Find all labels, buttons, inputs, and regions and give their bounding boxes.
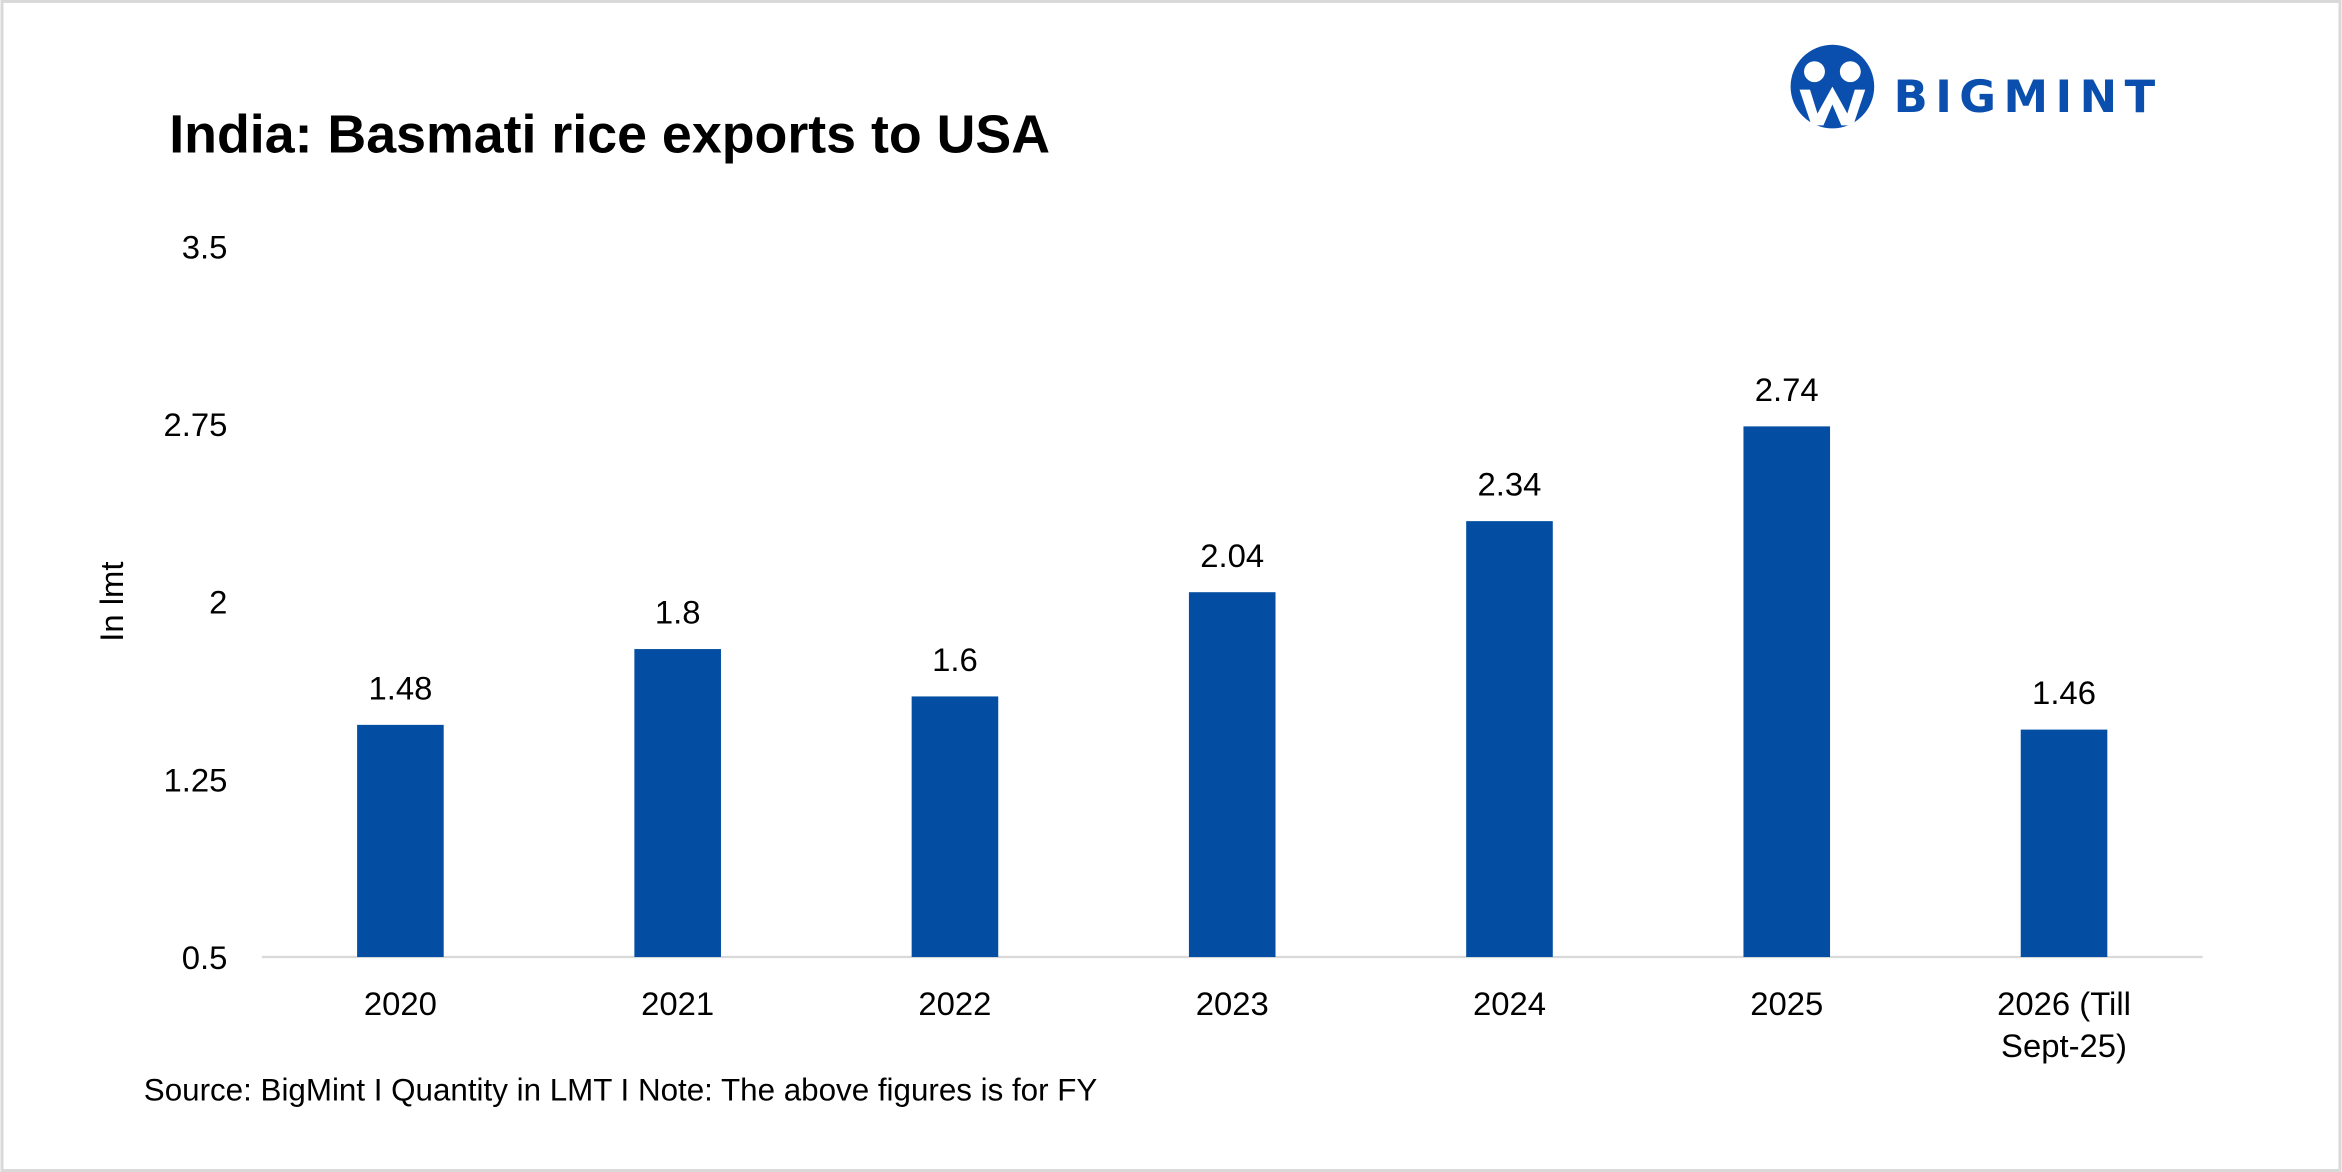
data-label: 1.48 bbox=[368, 669, 432, 706]
data-label: 1.6 bbox=[932, 641, 978, 678]
x-tick-label: 2025 bbox=[1750, 985, 1823, 1022]
y-tick-label: 3.5 bbox=[182, 228, 228, 265]
bar-2020 bbox=[357, 724, 444, 958]
y-tick-label: 2 bbox=[209, 584, 227, 621]
x-tick-label: 2020 bbox=[364, 985, 437, 1022]
x-tick-label: 2023 bbox=[1196, 985, 1269, 1022]
bar-2026 bbox=[2020, 729, 2108, 958]
y-tick-label: 2.75 bbox=[164, 406, 228, 443]
bar-2025 bbox=[1743, 426, 1831, 958]
x-tick-label: 2022 bbox=[918, 985, 991, 1022]
logo-text: BIGMINT bbox=[1894, 70, 2163, 123]
data-label: 1.8 bbox=[655, 594, 701, 631]
x-tick-label: 2024 bbox=[1473, 985, 1546, 1022]
y-axis-label: In lmt bbox=[93, 562, 130, 642]
chart-title: India: Basmati rice exports to USA bbox=[169, 104, 1050, 164]
bar-2021 bbox=[634, 649, 721, 958]
bar-2024 bbox=[1466, 521, 1553, 958]
x-tick-label: 2021 bbox=[641, 985, 714, 1022]
x-tick-label: 2026 (Till bbox=[1997, 985, 2131, 1022]
source-note: Source: BigMint I Quantity in LMT I Note… bbox=[144, 1072, 1098, 1107]
x-tick-label: Sept-25) bbox=[2001, 1027, 2127, 1064]
data-label: 2.74 bbox=[1755, 371, 1819, 408]
y-tick-label: 0.5 bbox=[182, 939, 228, 976]
y-tick-label: 1.25 bbox=[164, 761, 228, 798]
data-label: 2.04 bbox=[1200, 537, 1264, 574]
data-label: 1.46 bbox=[2032, 674, 2096, 711]
bar-2022 bbox=[911, 696, 999, 958]
data-label: 2.34 bbox=[1478, 466, 1542, 503]
bar-2023 bbox=[1188, 592, 1276, 958]
bigmint-logo: BIGMINT bbox=[1790, 44, 2163, 129]
